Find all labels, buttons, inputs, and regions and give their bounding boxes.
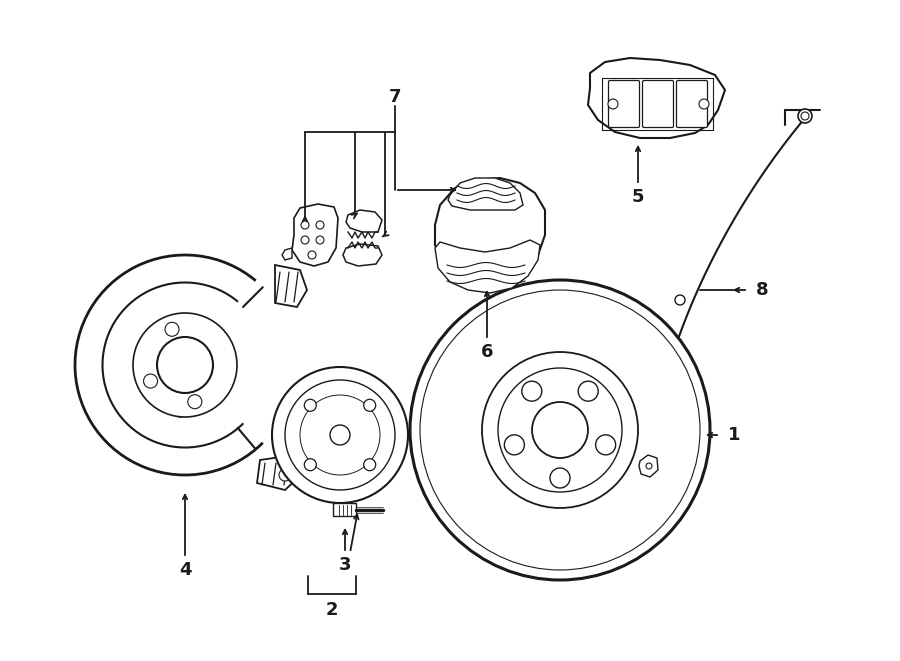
Polygon shape	[275, 265, 307, 307]
Circle shape	[308, 251, 316, 259]
FancyBboxPatch shape	[677, 81, 707, 128]
Circle shape	[504, 435, 525, 455]
Text: 7: 7	[389, 88, 401, 106]
Polygon shape	[282, 248, 292, 260]
Text: 4: 4	[179, 561, 191, 579]
Circle shape	[498, 368, 622, 492]
Circle shape	[675, 295, 685, 305]
Circle shape	[301, 221, 309, 229]
Text: 2: 2	[326, 601, 338, 619]
Polygon shape	[639, 455, 658, 477]
Circle shape	[285, 380, 395, 490]
Text: 6: 6	[481, 343, 493, 361]
Circle shape	[482, 352, 638, 508]
Polygon shape	[588, 58, 725, 138]
Circle shape	[304, 399, 316, 411]
FancyBboxPatch shape	[334, 504, 356, 516]
Circle shape	[133, 313, 237, 417]
Circle shape	[198, 330, 208, 340]
Circle shape	[699, 99, 709, 109]
Text: 3: 3	[338, 556, 351, 574]
Circle shape	[188, 395, 202, 408]
Circle shape	[301, 236, 309, 244]
Circle shape	[144, 374, 158, 388]
Circle shape	[316, 236, 324, 244]
Polygon shape	[343, 244, 382, 266]
Circle shape	[646, 463, 652, 469]
Circle shape	[173, 316, 187, 330]
Circle shape	[550, 468, 570, 488]
Circle shape	[165, 323, 179, 336]
Circle shape	[173, 403, 187, 417]
Circle shape	[798, 109, 812, 123]
Circle shape	[596, 435, 616, 455]
Circle shape	[272, 367, 408, 503]
Polygon shape	[448, 178, 523, 210]
Circle shape	[578, 381, 599, 401]
Circle shape	[316, 221, 324, 229]
Text: 5: 5	[632, 188, 644, 206]
Circle shape	[330, 425, 350, 445]
Circle shape	[364, 399, 375, 411]
Polygon shape	[346, 210, 382, 232]
Circle shape	[304, 459, 316, 471]
Circle shape	[320, 415, 360, 455]
Text: 1: 1	[728, 426, 741, 444]
FancyBboxPatch shape	[643, 81, 673, 128]
Circle shape	[420, 290, 700, 570]
Text: 8: 8	[756, 281, 769, 299]
Circle shape	[410, 280, 710, 580]
Circle shape	[300, 395, 380, 475]
Circle shape	[522, 381, 542, 401]
Polygon shape	[435, 178, 545, 283]
Circle shape	[279, 469, 291, 481]
Polygon shape	[257, 455, 303, 490]
Circle shape	[608, 99, 618, 109]
Circle shape	[157, 337, 213, 393]
Circle shape	[801, 112, 809, 120]
Polygon shape	[435, 240, 540, 293]
FancyBboxPatch shape	[608, 81, 640, 128]
Circle shape	[532, 402, 588, 458]
Circle shape	[364, 459, 375, 471]
Circle shape	[310, 405, 370, 465]
Polygon shape	[292, 204, 338, 266]
